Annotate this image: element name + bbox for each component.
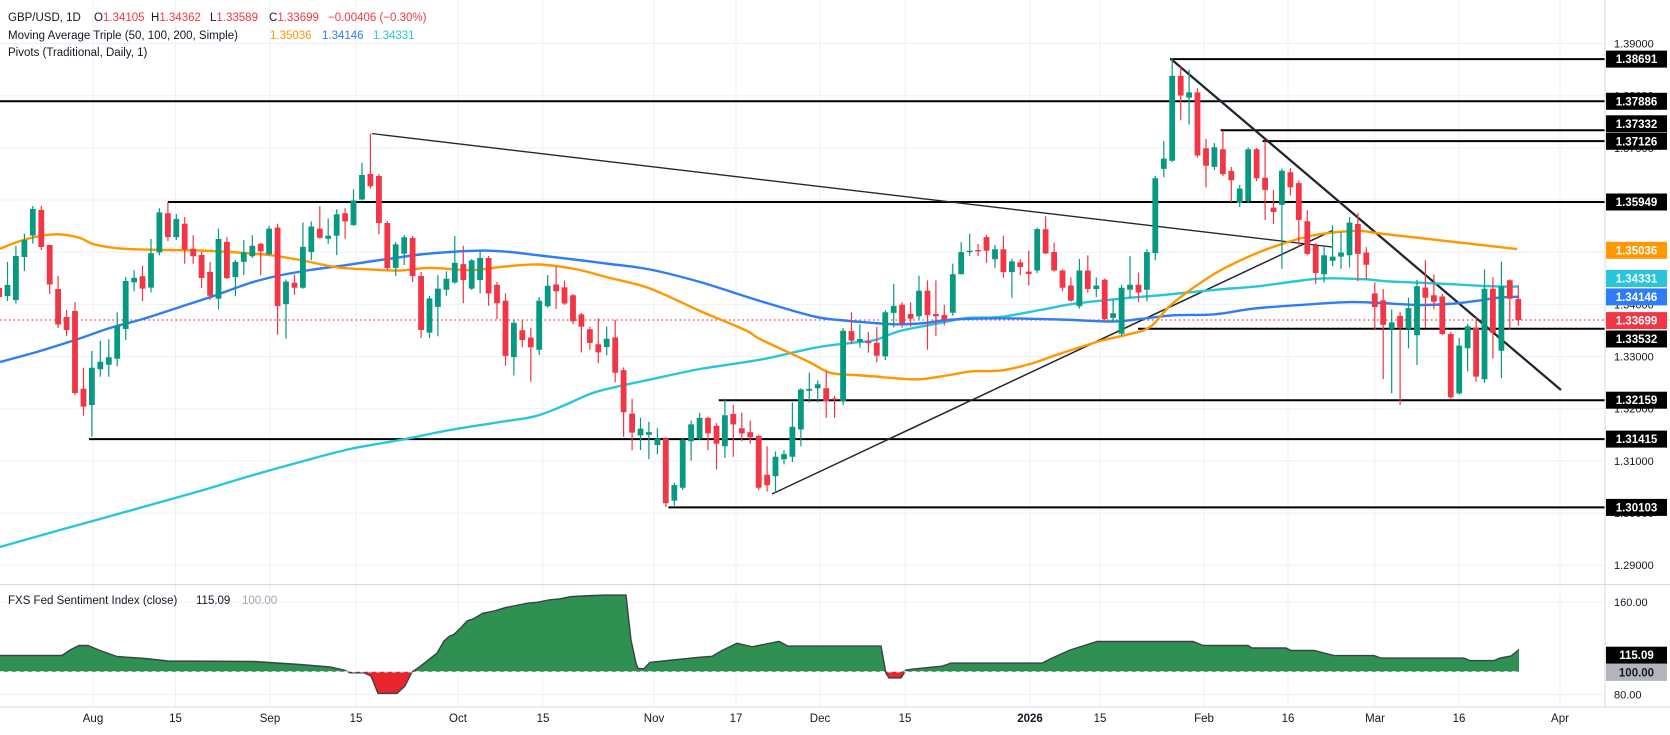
svg-text:1.39000: 1.39000 [1614,39,1654,51]
svg-text:1.29000: 1.29000 [1614,560,1654,572]
svg-text:160.00: 160.00 [1614,597,1648,609]
svg-text:100.00: 100.00 [242,595,277,607]
svg-text:17: 17 [730,713,743,725]
svg-text:100.00: 100.00 [1619,667,1654,679]
svg-text:H1.34362: H1.34362 [151,12,201,24]
svg-text:Aug: Aug [83,713,103,725]
svg-text:1.34331: 1.34331 [373,30,415,42]
svg-text:115.09: 115.09 [196,595,230,607]
svg-text:1.32159: 1.32159 [1616,395,1658,407]
svg-text:1.34331: 1.34331 [1616,274,1658,286]
svg-text:1.35949: 1.35949 [1616,197,1658,209]
svg-text:1.37332: 1.37332 [1616,119,1658,131]
svg-text:L1.33589: L1.33589 [210,12,258,24]
svg-text:1.37886: 1.37886 [1616,96,1658,108]
svg-text:1.35036: 1.35036 [1616,245,1658,257]
svg-text:15: 15 [350,713,363,725]
svg-text:1.35036: 1.35036 [270,30,312,42]
svg-text:1.37126: 1.37126 [1616,136,1658,148]
svg-text:15: 15 [1094,713,1107,725]
svg-text:O1.34105: O1.34105 [94,12,145,24]
svg-text:FXS Fed Sentiment Index (close: FXS Fed Sentiment Index (close) [8,595,178,607]
svg-text:16: 16 [1282,713,1295,725]
svg-text:16: 16 [1453,713,1466,725]
svg-text:C1.33699: C1.33699 [269,12,319,24]
svg-text:1.38691: 1.38691 [1616,54,1658,66]
svg-text:115.09: 115.09 [1619,650,1654,662]
svg-text:Pivots (Traditional, Daily, 1): Pivots (Traditional, Daily, 1) [8,47,147,59]
svg-text:Feb: Feb [1194,713,1214,725]
svg-text:1.33532: 1.33532 [1616,334,1658,346]
svg-text:Moving Average Triple (50, 100: Moving Average Triple (50, 100, 200, Sim… [8,30,238,42]
svg-text:1.34146: 1.34146 [1616,292,1658,304]
svg-text:1.33699: 1.33699 [1616,316,1658,328]
svg-text:Sep: Sep [260,713,280,725]
svg-text:2026: 2026 [1017,713,1043,725]
svg-text:1.30103: 1.30103 [1616,502,1658,514]
svg-text:Oct: Oct [449,713,468,725]
svg-text:1.31415: 1.31415 [1616,434,1658,446]
svg-text:15: 15 [169,713,182,725]
svg-text:Apr: Apr [1551,713,1569,725]
svg-text:1.34146: 1.34146 [322,30,364,42]
svg-text:−0.00406 (−0.30%): −0.00406 (−0.30%) [328,12,427,24]
svg-text:80.00: 80.00 [1614,690,1642,702]
svg-text:Dec: Dec [810,713,831,725]
svg-text:1.31000: 1.31000 [1614,456,1654,468]
svg-text:15: 15 [537,713,550,725]
svg-text:Mar: Mar [1365,713,1385,725]
svg-text:15: 15 [899,713,912,725]
svg-text:1.33000: 1.33000 [1614,352,1654,364]
svg-text:GBP/USD, 1D: GBP/USD, 1D [8,12,81,24]
svg-text:Nov: Nov [644,713,665,725]
